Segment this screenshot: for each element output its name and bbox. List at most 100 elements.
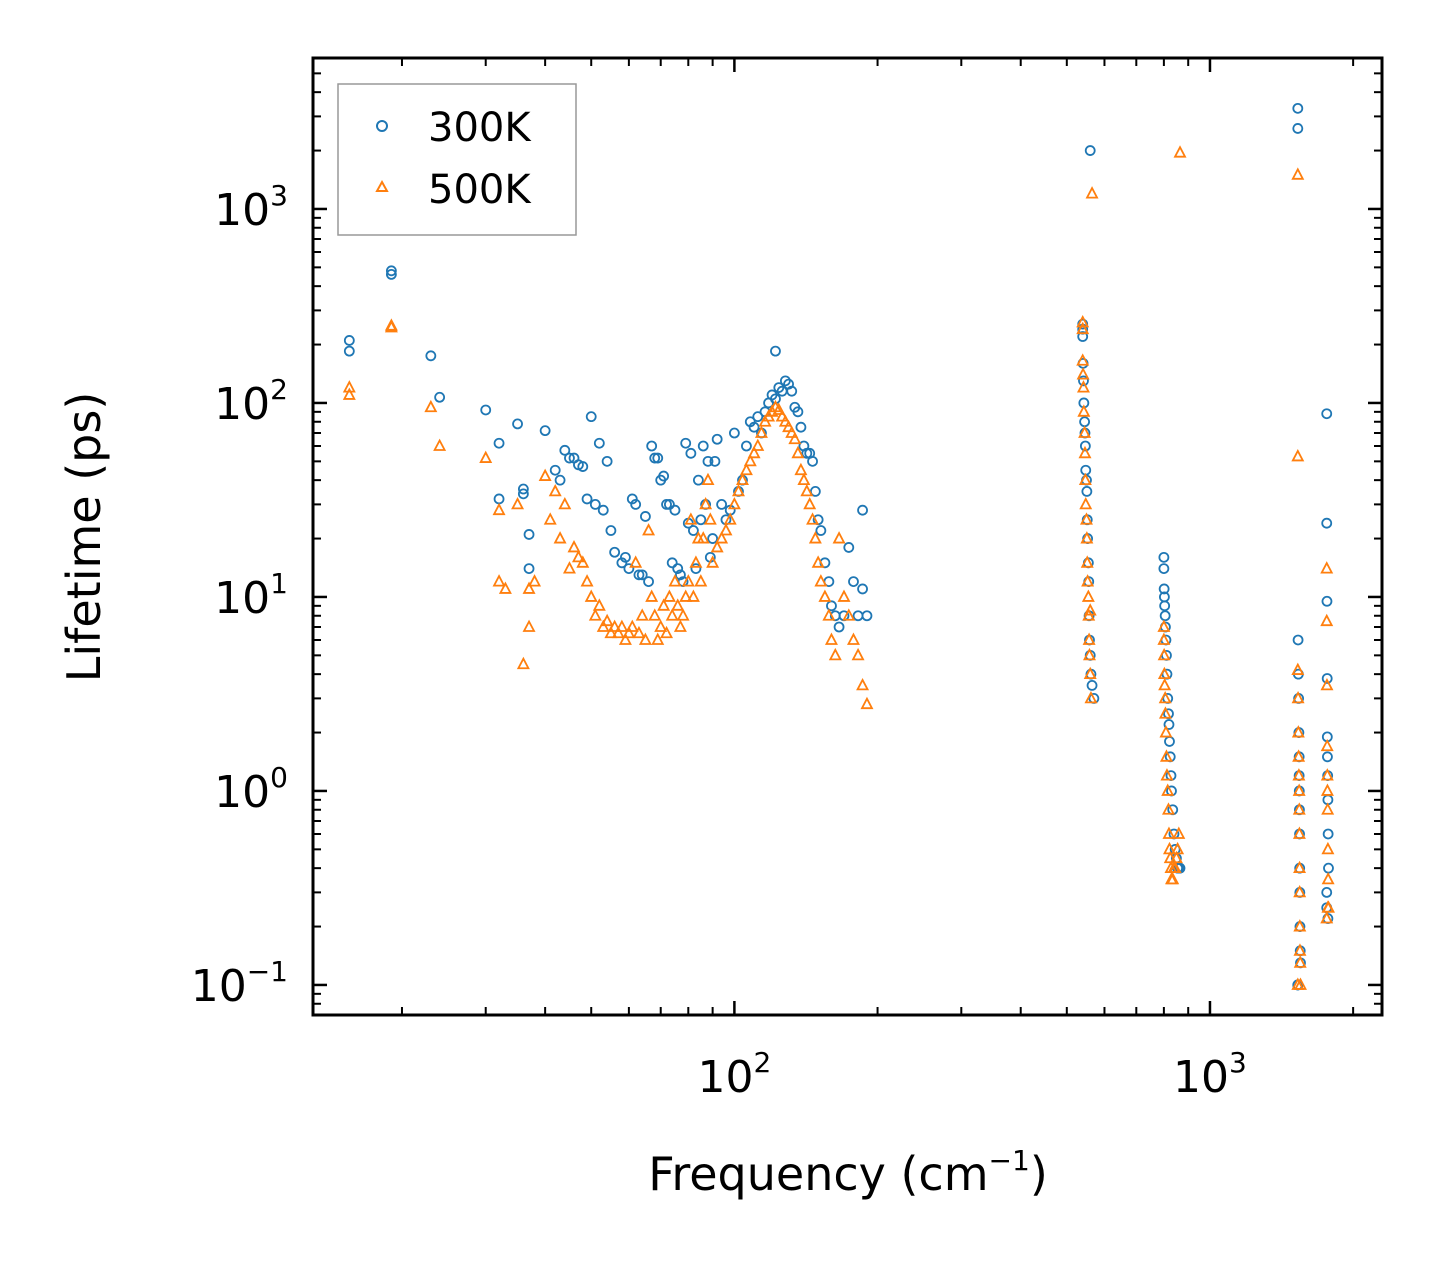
- data-point-500k: [648, 608, 662, 621]
- data-point-300k: [741, 440, 752, 452]
- data-point-500k: [576, 555, 590, 568]
- data-point-500k: [625, 619, 639, 632]
- y-tick-label-base: 10: [214, 185, 270, 236]
- data-point-500k: [1081, 589, 1095, 602]
- data-point-500k: [1291, 449, 1305, 462]
- data-point-300k: [666, 557, 678, 569]
- data-point-300k: [716, 498, 728, 510]
- data-point-300k: [343, 335, 355, 346]
- data-point-500k: [715, 531, 729, 544]
- data-point-300k: [385, 265, 397, 277]
- data-point-500k: [701, 472, 715, 486]
- data-point-300k: [609, 546, 621, 558]
- data-point-500k: [657, 598, 671, 611]
- data-point-300k: [605, 525, 617, 536]
- plot-frame: [311, 56, 1384, 1017]
- data-point-500k: [1321, 871, 1335, 885]
- data-point-500k: [1171, 841, 1185, 855]
- y-tick-label-base: 10: [191, 961, 247, 1012]
- data-point-500k: [604, 625, 618, 639]
- data-point-300k: [697, 440, 709, 452]
- data-point-500k: [689, 555, 703, 568]
- data-point-500k: [1321, 802, 1335, 815]
- data-point-500k: [837, 589, 851, 602]
- data-point-300k: [626, 493, 638, 505]
- x-axis-title-end: ): [1030, 1147, 1048, 1201]
- data-point-500k: [1082, 632, 1096, 645]
- data-point-300k: [1292, 634, 1304, 646]
- data-point-300k: [512, 418, 523, 430]
- data-point-500k: [538, 468, 552, 481]
- y-tick-label-base: 10: [214, 767, 270, 818]
- data-point-500k: [580, 574, 594, 587]
- data-point-500k: [710, 539, 724, 553]
- data-point-300k: [539, 425, 551, 437]
- data-point-300k: [680, 437, 692, 449]
- data-point-300k: [795, 421, 807, 433]
- data-point-500k: [706, 555, 720, 568]
- data-point-500k: [686, 589, 700, 602]
- data-point-500k: [1320, 738, 1334, 752]
- data-point-500k: [660, 625, 674, 639]
- data-point-300k: [517, 483, 529, 495]
- data-point-500k: [342, 387, 356, 400]
- data-point-500k: [754, 425, 768, 438]
- data-point-500k: [822, 608, 836, 621]
- data-point-500k: [736, 472, 749, 486]
- data-point-500k: [548, 483, 562, 497]
- data-point-300k: [630, 498, 642, 510]
- data-point-300k: [640, 511, 651, 522]
- data-point-500k: [1169, 850, 1183, 864]
- x-axis-title: Frequency (cm−1): [648, 1144, 1048, 1201]
- data-point-300k: [707, 533, 719, 544]
- data-point-300k: [581, 493, 593, 505]
- data-point-500k: [673, 619, 687, 632]
- data-point-500k: [553, 531, 567, 544]
- data-point-300k: [658, 470, 670, 482]
- data-point-500k: [1078, 425, 1092, 438]
- legend-box: [337, 83, 577, 236]
- y-tick-label: 102: [214, 373, 288, 430]
- data-point-500k: [342, 380, 356, 393]
- legend-label-500k: 500K: [428, 167, 532, 213]
- data-point-500k: [665, 608, 679, 621]
- x-tick-label-base: 10: [697, 1052, 753, 1103]
- data-point-300k: [480, 404, 492, 416]
- data-point-500k: [1321, 900, 1335, 913]
- data-point-500k: [676, 608, 690, 621]
- data-point-500k: [635, 608, 649, 621]
- data-point-500k: [622, 625, 636, 639]
- data-point-300k: [1163, 719, 1175, 730]
- y-tick-label: 100: [214, 761, 288, 818]
- data-point-500k: [1157, 619, 1171, 632]
- data-point-500k: [1157, 632, 1171, 645]
- data-point-500k: [679, 589, 693, 602]
- data-point-300k: [1159, 610, 1171, 622]
- data-point-500k: [797, 472, 811, 486]
- data-point-300k: [807, 455, 818, 467]
- data-point-300k: [601, 455, 613, 467]
- data-point-500k: [558, 496, 572, 510]
- data-point-500k: [1172, 826, 1186, 839]
- data-point-500k: [1076, 321, 1090, 335]
- data-point-500k: [654, 619, 668, 632]
- y-tick-label-exponent: 0: [270, 761, 288, 794]
- data-point-500k: [615, 619, 629, 632]
- y-tick-label-base: 10: [214, 573, 270, 624]
- data-point-300k: [523, 529, 535, 540]
- data-point-500k: [668, 574, 682, 587]
- data-point-500k: [596, 619, 610, 632]
- data-point-500k: [1077, 404, 1091, 417]
- data-point-500k: [384, 320, 398, 333]
- data-point-500k: [1292, 749, 1306, 762]
- data-point-500k: [1293, 884, 1307, 898]
- legend: 300K 500K: [337, 83, 577, 236]
- data-point-500k: [1320, 677, 1334, 691]
- data-point-500k: [1076, 367, 1090, 380]
- data-point-300k: [833, 621, 845, 633]
- data-point-500k: [1291, 167, 1305, 180]
- data-point-500k: [1159, 749, 1173, 762]
- data-point-500k: [1080, 531, 1094, 544]
- data-point-500k: [772, 402, 786, 415]
